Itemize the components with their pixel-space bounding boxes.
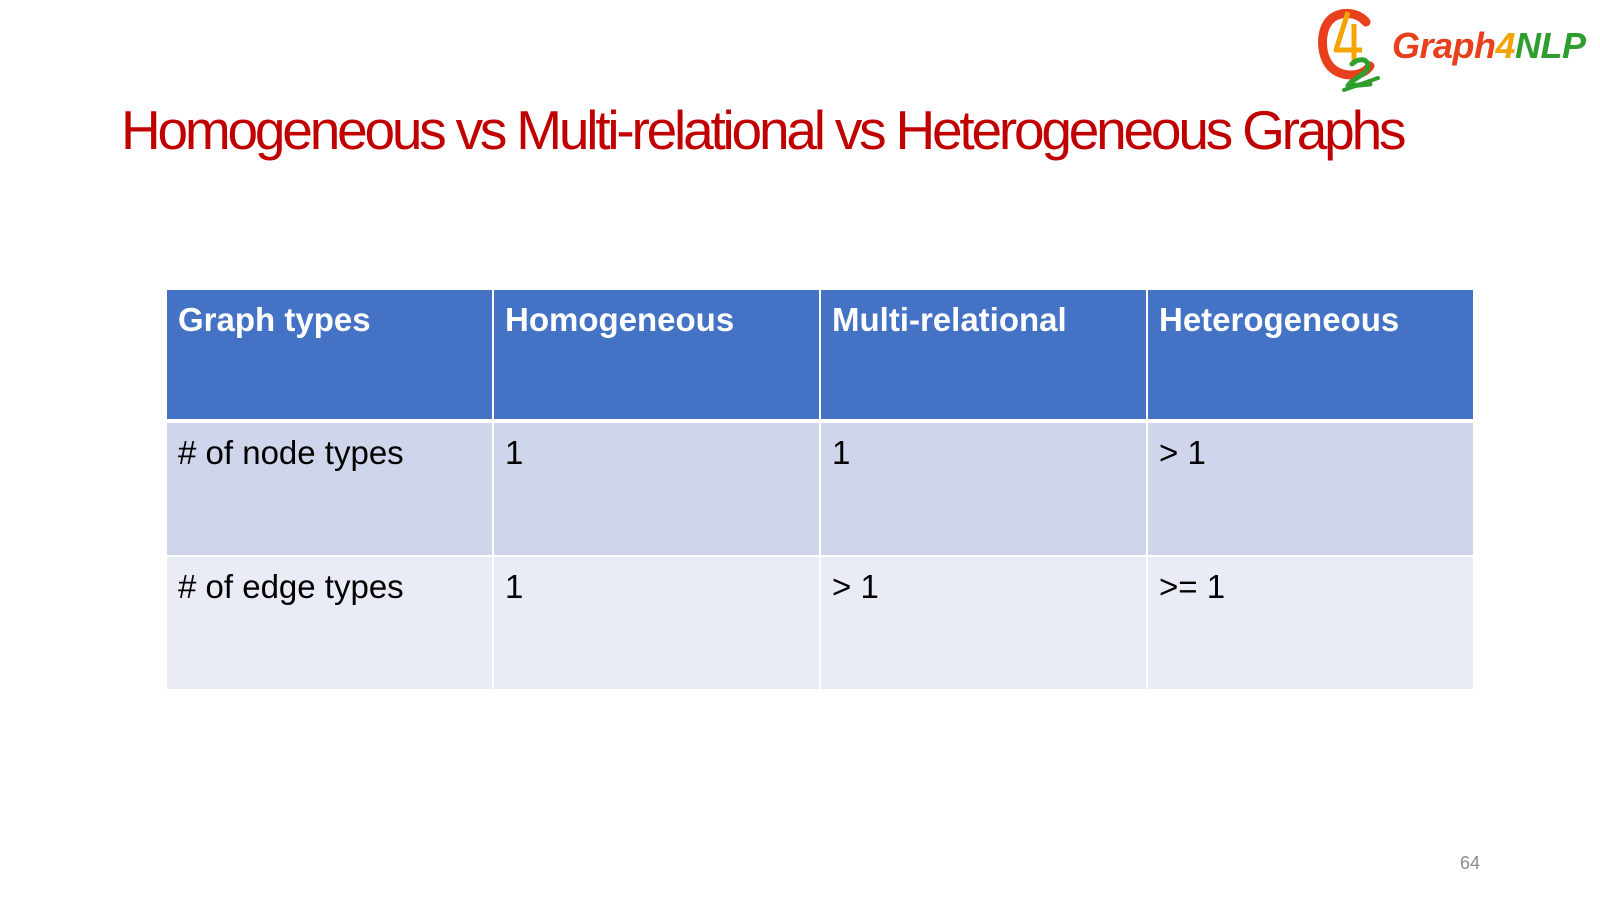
header-cell-homogeneous: Homogeneous <box>492 290 821 423</box>
header-cell-graph-types: Graph types <box>167 290 494 423</box>
table-header-row: Graph types Homogeneous Multi-relational… <box>167 290 1473 423</box>
row-label-node-types: # of node types <box>167 421 494 557</box>
table-cell: > 1 <box>1146 421 1473 557</box>
graph4nlp-logo: Graph4NLP <box>1318 4 1598 94</box>
graph4nlp-logo-mark-icon <box>1318 9 1380 92</box>
graph-types-table: Graph types Homogeneous Multi-relational… <box>167 290 1473 689</box>
header-cell-multi-relational: Multi-relational <box>819 290 1148 423</box>
header-cell-heterogeneous: Heterogeneous <box>1146 290 1473 423</box>
table-cell: >= 1 <box>1146 556 1473 689</box>
page-number: 64 <box>1460 853 1481 873</box>
row-label-edge-types: # of edge types <box>167 556 494 689</box>
table-cell: 1 <box>492 556 821 689</box>
logo-text-four: 4 <box>1495 25 1516 66</box>
logo-text-nlp: NLP <box>1515 25 1586 66</box>
table-row: # of edge types 1 > 1 >= 1 <box>167 556 1473 689</box>
table-cell: 1 <box>819 421 1148 557</box>
logo-text-graph: Graph <box>1392 25 1496 66</box>
logo-wordmark: Graph4NLP <box>1392 24 1586 68</box>
table-row: # of node types 1 1 > 1 <box>167 421 1473 557</box>
slide-title: Homogeneous vs Multi-relational vs Heter… <box>121 99 1406 161</box>
table-cell: 1 <box>492 421 821 557</box>
table-cell: > 1 <box>819 556 1148 689</box>
